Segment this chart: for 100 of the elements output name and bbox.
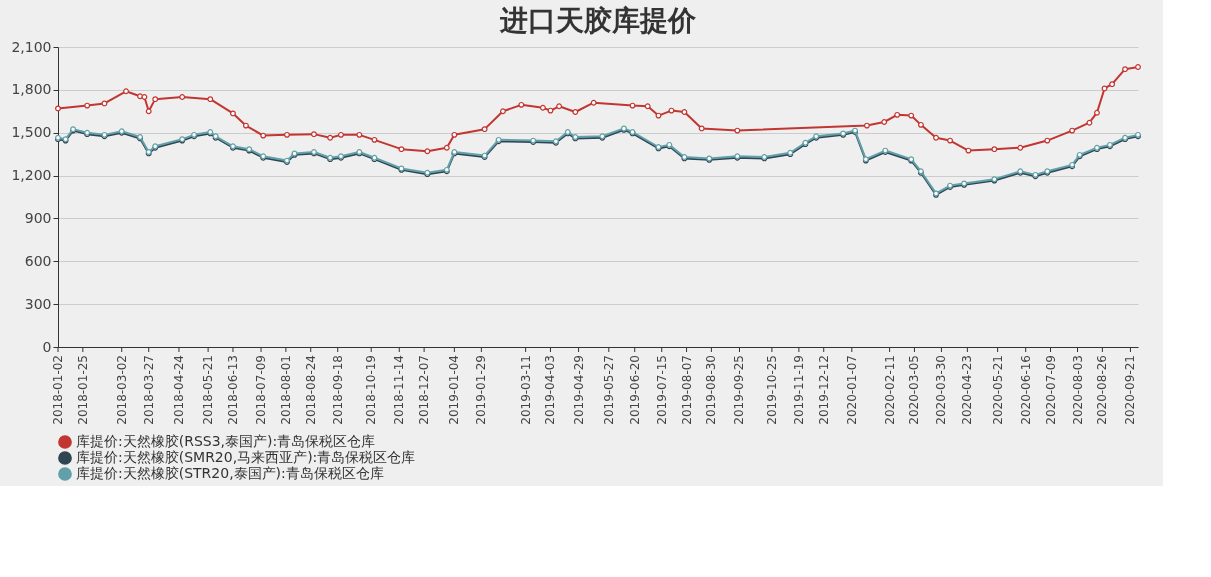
point xyxy=(1101,85,1108,92)
x-tick-label: 2020-07-09 xyxy=(1043,355,1058,425)
point xyxy=(556,103,563,110)
point xyxy=(179,94,186,100)
point xyxy=(894,111,901,118)
x-tick-label: 2020-08-26 xyxy=(1095,355,1110,425)
point xyxy=(152,96,159,103)
point xyxy=(991,146,998,153)
point xyxy=(500,108,506,115)
point xyxy=(734,127,741,134)
point xyxy=(1135,64,1141,70)
x-tick-label: 2018-05-21 xyxy=(201,355,216,425)
x-tick-label: 2018-12-07 xyxy=(417,355,432,425)
x-tick-label: 2019-10-25 xyxy=(764,355,779,425)
y-tick-label: 300 xyxy=(24,295,52,312)
point xyxy=(881,119,888,125)
x-tick-label: 2018-03-27 xyxy=(141,355,156,425)
point xyxy=(123,88,129,95)
x-tick-label: 2020-09-21 xyxy=(1123,355,1138,425)
point xyxy=(481,126,488,133)
point xyxy=(260,132,267,139)
x-tick-label: 2018-04-24 xyxy=(171,355,186,425)
x-tick-label: 2020-01-07 xyxy=(844,355,859,425)
y-tick-label: 0 xyxy=(42,338,52,355)
point xyxy=(424,148,431,155)
x-tick-label: 2020-03-30 xyxy=(934,355,949,425)
x-tick-label: 2019-11-19 xyxy=(791,355,806,425)
point xyxy=(908,112,915,119)
legend-label: 库提价:天然橡胶(RSS3,泰国产):青岛保税区仓库 xyxy=(76,433,376,449)
point xyxy=(398,146,405,153)
point xyxy=(443,144,450,151)
point xyxy=(668,107,675,114)
point xyxy=(547,107,554,114)
chart-title: 进口天胶库提价 xyxy=(499,4,697,37)
y-tick-label: 1,800 xyxy=(11,81,52,98)
point xyxy=(629,102,636,109)
x-tick-label: 2019-01-29 xyxy=(474,355,489,425)
y-tick-label: 600 xyxy=(24,252,52,269)
x-tick-label: 2018-01-02 xyxy=(51,355,65,425)
y-tick-label: 1,500 xyxy=(11,124,52,141)
point xyxy=(655,112,662,119)
x-tick-label: 2020-08-03 xyxy=(1070,355,1085,425)
x-tick-label: 2019-06-20 xyxy=(627,355,642,425)
x-tick-label: 2018-08-24 xyxy=(303,355,318,425)
point xyxy=(965,147,972,154)
x-tick-label: 2019-03-11 xyxy=(518,355,533,425)
point xyxy=(917,121,924,128)
point xyxy=(207,96,214,103)
point xyxy=(141,94,148,100)
point xyxy=(1017,144,1024,151)
x-tick-label: 2020-04-23 xyxy=(960,355,975,425)
point xyxy=(137,93,144,100)
x-tick-label: 2019-09-25 xyxy=(732,355,747,425)
x-tick-label: 2018-08-01 xyxy=(278,355,293,425)
point xyxy=(1094,109,1100,116)
x-tick-label: 2018-01-25 xyxy=(75,355,90,425)
point xyxy=(1069,127,1076,134)
legend-label: 库提价:天然橡胶(STR20,泰国产):青岛保税区仓库 xyxy=(76,465,384,481)
point xyxy=(681,109,688,115)
x-tick-label: 2019-01-04 xyxy=(447,355,462,425)
y-tick-label: 900 xyxy=(24,209,52,226)
point xyxy=(1086,119,1093,126)
point xyxy=(698,125,705,132)
point xyxy=(145,108,152,115)
x-tick-label: 2020-03-05 xyxy=(907,355,922,425)
point xyxy=(1044,137,1051,144)
point xyxy=(590,99,597,106)
x-tick-label: 2019-04-03 xyxy=(543,355,558,425)
point xyxy=(539,104,546,111)
legend-label: 库提价:天然橡胶(SMR20,马来西亚产):青岛保税区仓库 xyxy=(76,449,416,465)
y-tick-label: 1,200 xyxy=(11,167,52,184)
point xyxy=(101,100,108,107)
point xyxy=(327,134,334,141)
y-tick-label: 2,100 xyxy=(11,38,52,55)
point xyxy=(863,122,870,129)
x-tick-label: 2018-06-13 xyxy=(225,355,240,425)
point xyxy=(518,101,525,108)
point xyxy=(947,137,954,144)
point xyxy=(242,122,249,129)
point xyxy=(1122,66,1128,73)
x-tick-label: 2019-08-07 xyxy=(679,355,694,425)
point xyxy=(338,131,344,138)
x-tick-label: 2020-06-16 xyxy=(1018,355,1033,425)
point xyxy=(1109,81,1116,88)
x-tick-label: 2019-08-30 xyxy=(704,355,719,425)
point xyxy=(356,131,363,138)
point xyxy=(284,131,290,138)
point xyxy=(371,136,378,143)
point xyxy=(933,134,939,141)
point xyxy=(311,131,317,138)
point xyxy=(644,103,651,110)
x-tick-label: 2019-12-12 xyxy=(816,355,831,425)
x-tick-label: 2020-02-11 xyxy=(882,355,897,425)
point xyxy=(572,109,579,115)
x-tick-label: 2018-09-18 xyxy=(330,355,345,425)
x-tick-label: 2020-05-21 xyxy=(990,355,1005,425)
x-tick-label: 2018-07-09 xyxy=(254,355,269,425)
point xyxy=(84,102,91,109)
point xyxy=(451,131,458,138)
x-tick-label: 2019-07-15 xyxy=(654,355,669,425)
